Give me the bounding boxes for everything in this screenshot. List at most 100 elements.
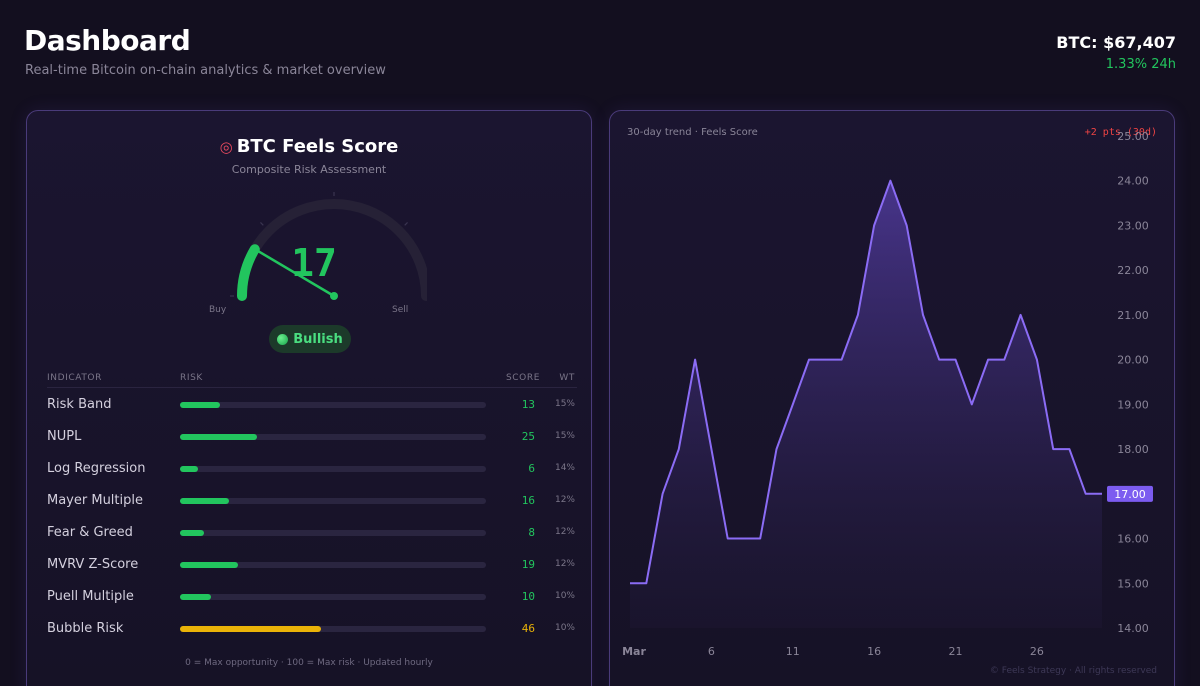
risk-bar-track	[180, 434, 486, 440]
trend-delta: +2 pts (30d)	[1084, 127, 1157, 138]
trend-line	[630, 179, 1102, 585]
indicator-name: Bubble Risk	[47, 621, 124, 636]
indicator-weight: 10%	[554, 591, 575, 601]
status-label: Bullish	[293, 331, 343, 347]
risk-bar-track	[180, 562, 486, 568]
y-tick-label: 22.00	[1117, 264, 1149, 277]
trend-area	[630, 180, 1102, 628]
indicator-name: Risk Band	[47, 397, 112, 412]
score-value: 17	[291, 241, 337, 285]
risk-bar-track	[180, 498, 486, 504]
y-tick-label: 19.00	[1117, 398, 1149, 411]
last-value-label: 17.00	[1114, 488, 1146, 501]
gauge-pivot	[330, 292, 338, 300]
col-risk: RISK	[180, 373, 203, 383]
col-indicator: INDICATOR	[47, 373, 102, 383]
page-title: Dashboard	[24, 24, 191, 57]
gauge-sell-label: Sell	[392, 305, 409, 315]
indicator-score: 19	[521, 558, 535, 571]
indicator-table-header: INDICATOR RISK SCORE WT	[47, 370, 577, 386]
y-tick-label: 20.00	[1117, 354, 1149, 367]
indicator-score: 16	[521, 494, 535, 507]
status-badge: Bullish	[269, 325, 351, 353]
x-tick-label: 11	[786, 645, 800, 658]
risk-bar-fill	[180, 562, 239, 568]
indicator-name: Mayer Multiple	[47, 493, 143, 508]
gauge-ticks	[230, 192, 408, 297]
y-tick-label: 21.00	[1117, 309, 1149, 322]
risk-bar-fill	[180, 466, 199, 472]
indicator-weight: 10%	[554, 623, 575, 633]
indicator-name: Puell Multiple	[47, 589, 134, 604]
gauge-tick	[260, 222, 264, 226]
gauge-needle	[257, 249, 336, 298]
indicator-score: 46	[521, 622, 535, 635]
feels-score-panel: ◎ BTC Feels Score Composite Risk Assessme…	[26, 110, 592, 686]
watermark: © Feels Strategy · All rights reserved	[989, 666, 1157, 676]
y-tick-label: 14.00	[1117, 622, 1149, 635]
score-card-title-text: BTC Feels Score	[236, 136, 399, 157]
indicator-row: Risk Band 13 15%	[47, 389, 577, 421]
indicator-row: Puell Multiple 10 10%	[47, 581, 577, 613]
y-tick-label: 18.00	[1117, 443, 1149, 456]
x-tick-label: 26	[1030, 645, 1044, 658]
risk-bar-fill	[180, 402, 220, 408]
risk-bar-track	[180, 402, 486, 408]
score-card-subtitle: Composite Risk Assessment	[231, 163, 387, 176]
indicator-weight: 14%	[554, 463, 575, 473]
indicator-row: Mayer Multiple 16 12%	[47, 485, 577, 517]
y-tick-label: 25.00	[1117, 130, 1149, 143]
trend-title: 30-day trend · Feels Score	[627, 127, 758, 138]
indicator-score: 13	[521, 398, 535, 411]
trend-panel: 30-day trend · Feels Score +2 pts (30d) …	[609, 110, 1175, 686]
risk-bar-fill	[180, 594, 211, 600]
indicator-name: Fear & Greed	[47, 525, 133, 540]
risk-bar-track	[180, 466, 486, 472]
indicator-name: NUPL	[47, 429, 82, 444]
col-score: SCORE	[505, 373, 540, 383]
indicator-score: 8	[528, 526, 535, 539]
indicator-weight: 12%	[554, 559, 575, 569]
indicator-score: 25	[521, 430, 535, 443]
x-tick-label: 16	[867, 645, 881, 658]
indicator-row: NUPL 25 15%	[47, 421, 577, 453]
score-card-title: ◎ BTC Feels Score	[27, 136, 591, 157]
indicator-weight: 12%	[554, 527, 575, 537]
y-tick-label: 15.00	[1117, 577, 1149, 590]
risk-bar-fill	[180, 498, 229, 504]
risk-bar-fill	[180, 530, 205, 536]
y-tick-label: 24.00	[1117, 175, 1149, 188]
risk-bar-track	[180, 594, 486, 600]
price-change: 1.33% 24h	[1105, 57, 1176, 72]
indicator-name: MVRV Z-Score	[47, 557, 139, 572]
indicator-weight: 15%	[554, 399, 575, 409]
trend-chart: 14.00 15.00 16.00 17.00 18.00 19.00 20.00 21.00…	[622, 130, 1153, 658]
header-divider	[47, 387, 577, 388]
indicator-row: Log Regression 6 14%	[47, 453, 577, 485]
page-subtitle: Real-time Bitcoin on-chain analytics & m…	[25, 63, 386, 78]
risk-gauge	[230, 192, 427, 301]
indicator-weight: 12%	[554, 495, 575, 505]
gauge-buy-label: Buy	[209, 305, 227, 315]
indicator-name: Log Regression	[47, 461, 146, 476]
risk-bar-fill	[180, 626, 321, 632]
status-dot-icon	[277, 333, 289, 345]
indicator-weight: 15%	[554, 431, 575, 441]
gauge-fill	[237, 244, 260, 301]
indicator-row: Bubble Risk 46 10%	[47, 613, 577, 645]
indicator-score: 10	[521, 590, 535, 603]
btc-price: BTC: $67,407	[1056, 33, 1176, 52]
indicator-row: MVRV Z-Score 19 12%	[47, 549, 577, 581]
indicator-row: Fear & Greed 8 12%	[47, 517, 577, 549]
x-tick-label: Mar	[622, 645, 646, 658]
footnote: 0 = Max opportunity · 100 = Max risk · U…	[185, 658, 433, 668]
risk-bar-track	[180, 530, 486, 536]
risk-bar-track	[180, 626, 486, 632]
gauge-tick	[404, 222, 408, 226]
last-value-badge	[1107, 485, 1153, 502]
col-wt: WT	[559, 373, 575, 383]
y-tick-label: 23.00	[1117, 219, 1149, 232]
indicator-score: 6	[528, 462, 535, 475]
risk-bar-fill	[180, 434, 257, 440]
x-tick-label: 21	[949, 645, 963, 658]
